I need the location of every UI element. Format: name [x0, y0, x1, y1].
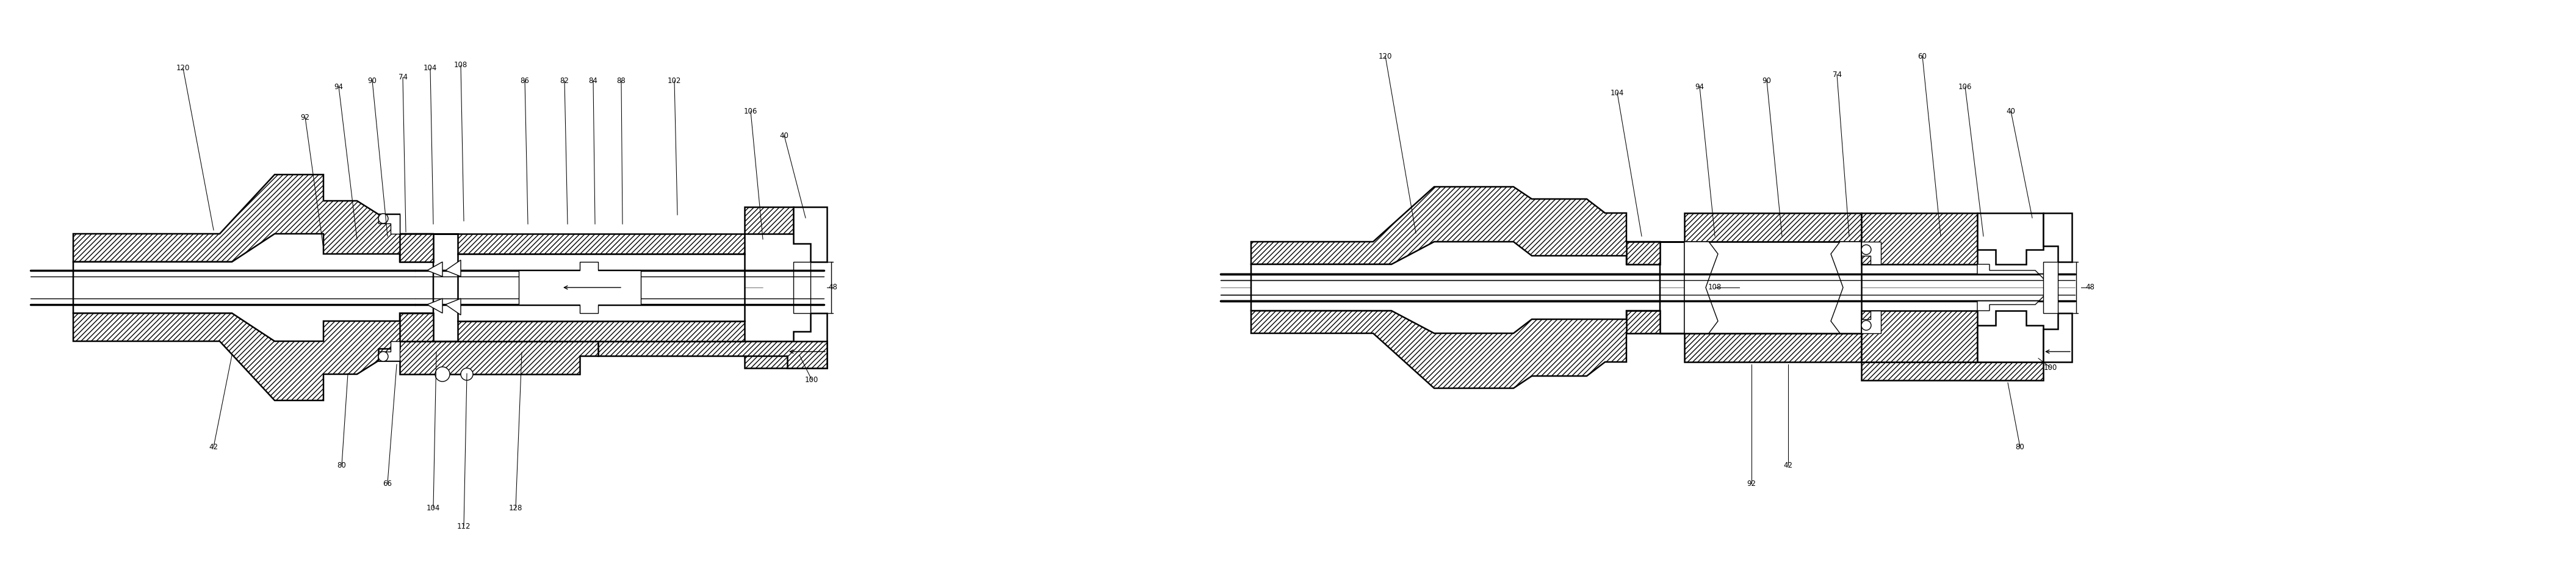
Text: 40: 40: [2007, 107, 2014, 115]
Polygon shape: [72, 175, 433, 262]
Circle shape: [1862, 320, 1870, 330]
Text: 84: 84: [590, 76, 598, 85]
Text: 106: 106: [1958, 83, 1973, 91]
Polygon shape: [1832, 241, 1862, 333]
Text: 40: 40: [781, 132, 788, 140]
Polygon shape: [428, 298, 443, 313]
Bar: [793, 262, 811, 313]
Polygon shape: [446, 260, 461, 277]
Circle shape: [435, 367, 451, 381]
Circle shape: [379, 351, 389, 361]
Polygon shape: [744, 341, 793, 368]
Polygon shape: [399, 234, 744, 262]
Polygon shape: [428, 262, 443, 277]
Text: 106: 106: [744, 107, 757, 115]
Circle shape: [461, 368, 474, 380]
Text: 74: 74: [399, 74, 407, 82]
Text: 120: 120: [1378, 52, 1391, 60]
Polygon shape: [793, 313, 827, 368]
Text: 128: 128: [510, 504, 523, 512]
Text: 104: 104: [428, 504, 440, 512]
Bar: [2043, 262, 2058, 313]
Polygon shape: [399, 313, 744, 341]
Text: 42: 42: [209, 443, 219, 451]
Text: 42: 42: [1783, 461, 1793, 469]
Polygon shape: [598, 341, 827, 368]
Text: 104: 104: [1610, 89, 1623, 97]
Circle shape: [1862, 245, 1870, 255]
Polygon shape: [1685, 241, 1718, 333]
Text: 108: 108: [453, 62, 469, 69]
Text: 112: 112: [456, 522, 471, 530]
Polygon shape: [1978, 264, 2050, 310]
Text: 92: 92: [301, 113, 309, 121]
Polygon shape: [72, 234, 433, 341]
Text: 60: 60: [1919, 52, 1927, 60]
Text: 90: 90: [1762, 76, 1772, 85]
Polygon shape: [379, 214, 399, 234]
Polygon shape: [1862, 310, 1880, 333]
Text: 94: 94: [1695, 83, 1705, 91]
Polygon shape: [1978, 310, 2043, 362]
Polygon shape: [446, 298, 461, 315]
Polygon shape: [72, 313, 433, 400]
Text: 48: 48: [829, 283, 837, 292]
Text: 92: 92: [1747, 480, 1757, 488]
Text: 48: 48: [2087, 283, 2094, 292]
Polygon shape: [1252, 241, 1659, 333]
Bar: [459, 254, 744, 321]
Polygon shape: [1625, 213, 1862, 264]
Polygon shape: [1252, 187, 1659, 264]
Text: 90: 90: [368, 76, 376, 85]
Text: 74: 74: [1832, 71, 1842, 78]
Polygon shape: [1862, 310, 1978, 362]
Text: 100: 100: [2043, 363, 2058, 371]
Text: 86: 86: [520, 76, 531, 85]
Polygon shape: [1862, 213, 1978, 264]
Text: 94: 94: [335, 83, 343, 91]
Text: 66: 66: [384, 480, 392, 488]
Polygon shape: [518, 262, 641, 313]
Polygon shape: [2043, 313, 2071, 362]
Polygon shape: [1862, 241, 1880, 264]
Text: 80: 80: [337, 461, 345, 469]
Text: 108: 108: [1708, 283, 1721, 292]
Text: 120: 120: [175, 64, 191, 72]
Polygon shape: [793, 207, 827, 262]
Text: 102: 102: [667, 76, 680, 85]
Circle shape: [379, 214, 389, 224]
Polygon shape: [2043, 213, 2071, 262]
Polygon shape: [1978, 213, 2043, 264]
Bar: [1685, 241, 1862, 333]
Polygon shape: [1625, 310, 1862, 362]
Text: 100: 100: [804, 375, 819, 384]
Text: 104: 104: [422, 64, 438, 72]
Polygon shape: [1252, 310, 1659, 388]
Polygon shape: [379, 341, 399, 361]
Polygon shape: [379, 341, 598, 374]
Polygon shape: [1862, 362, 2043, 380]
Text: 88: 88: [616, 76, 626, 85]
Text: 82: 82: [559, 76, 569, 85]
Text: 80: 80: [2014, 443, 2025, 451]
Polygon shape: [744, 207, 793, 234]
